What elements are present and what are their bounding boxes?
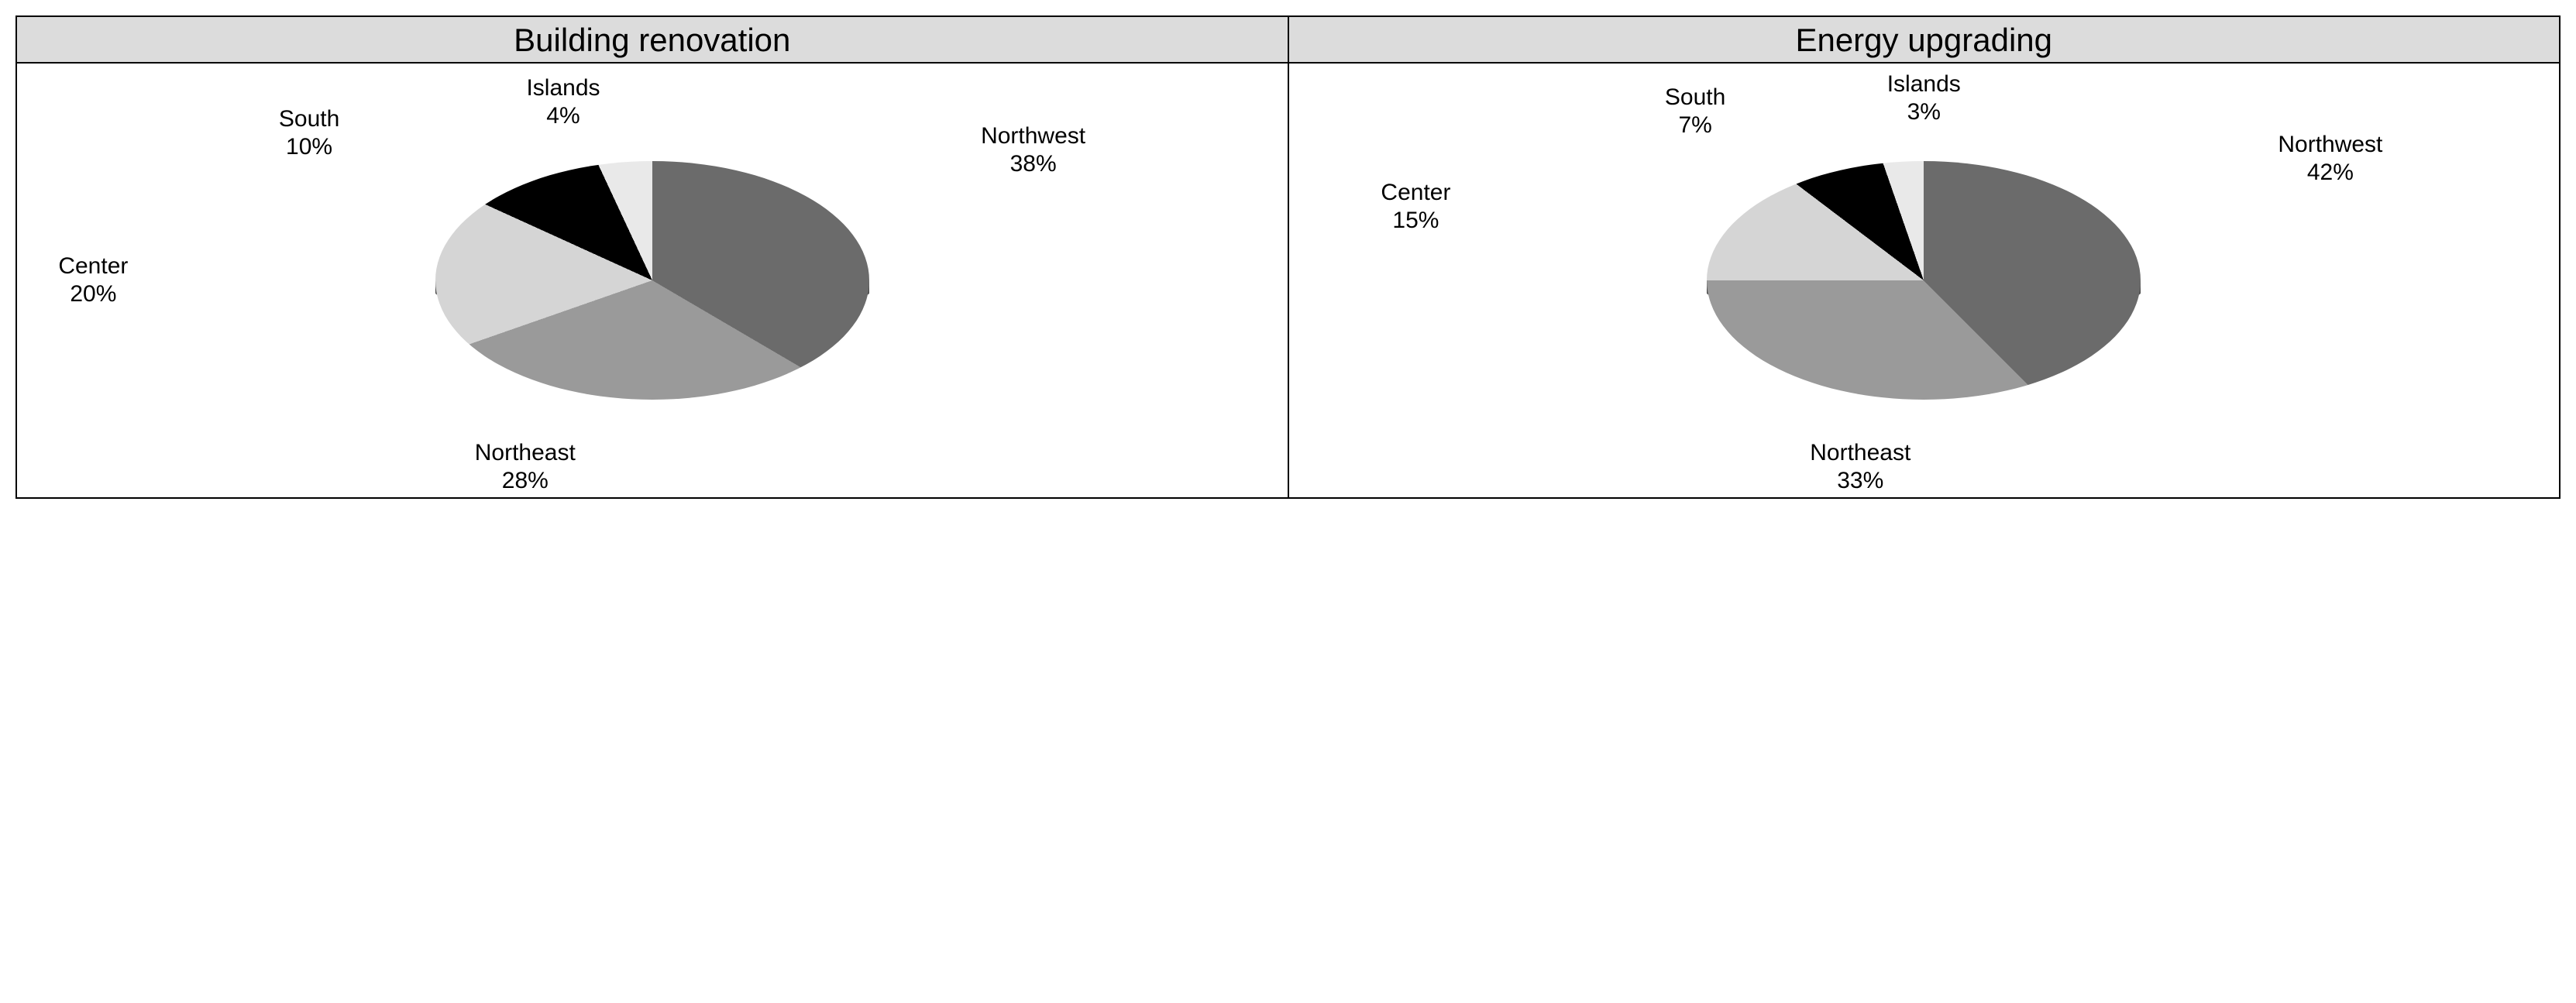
slice-label-center: Center20% — [58, 252, 128, 308]
pie-top — [435, 161, 869, 400]
panel-energy-upgrading: Energy upgrading Northwest42% Northeast33… — [1288, 17, 2560, 497]
slice-label-islands: Islands4% — [526, 74, 600, 130]
slice-label-northwest: Northwest42% — [2278, 131, 2382, 187]
slice-label-northeast: Northeast28% — [475, 439, 576, 495]
pie-chart — [1707, 64, 2141, 497]
slice-label-south: South7% — [1665, 84, 1725, 139]
panel-body: Northwest38% Northeast28% Center20% South10… — [17, 64, 1288, 497]
slice-label-islands: Islands3% — [1887, 70, 1961, 126]
panel-title: Building renovation — [17, 17, 1288, 64]
pie-chart — [435, 64, 869, 497]
slice-label-northwest: Northwest38% — [981, 122, 1085, 178]
slice-label-northeast: Northeast33% — [1810, 439, 1911, 495]
panel-building-renovation: Building renovation Northwest38% Northeas… — [17, 17, 1288, 497]
pie-top — [1707, 161, 2141, 400]
chart-panel-row: Building renovation Northwest38% Northeas… — [15, 15, 2561, 499]
panel-title: Energy upgrading — [1289, 17, 2560, 64]
slice-label-south: South10% — [279, 105, 339, 161]
slice-label-center: Center15% — [1381, 179, 1450, 235]
panel-body: Northwest42% Northeast33% Center15% South7%… — [1289, 64, 2560, 497]
